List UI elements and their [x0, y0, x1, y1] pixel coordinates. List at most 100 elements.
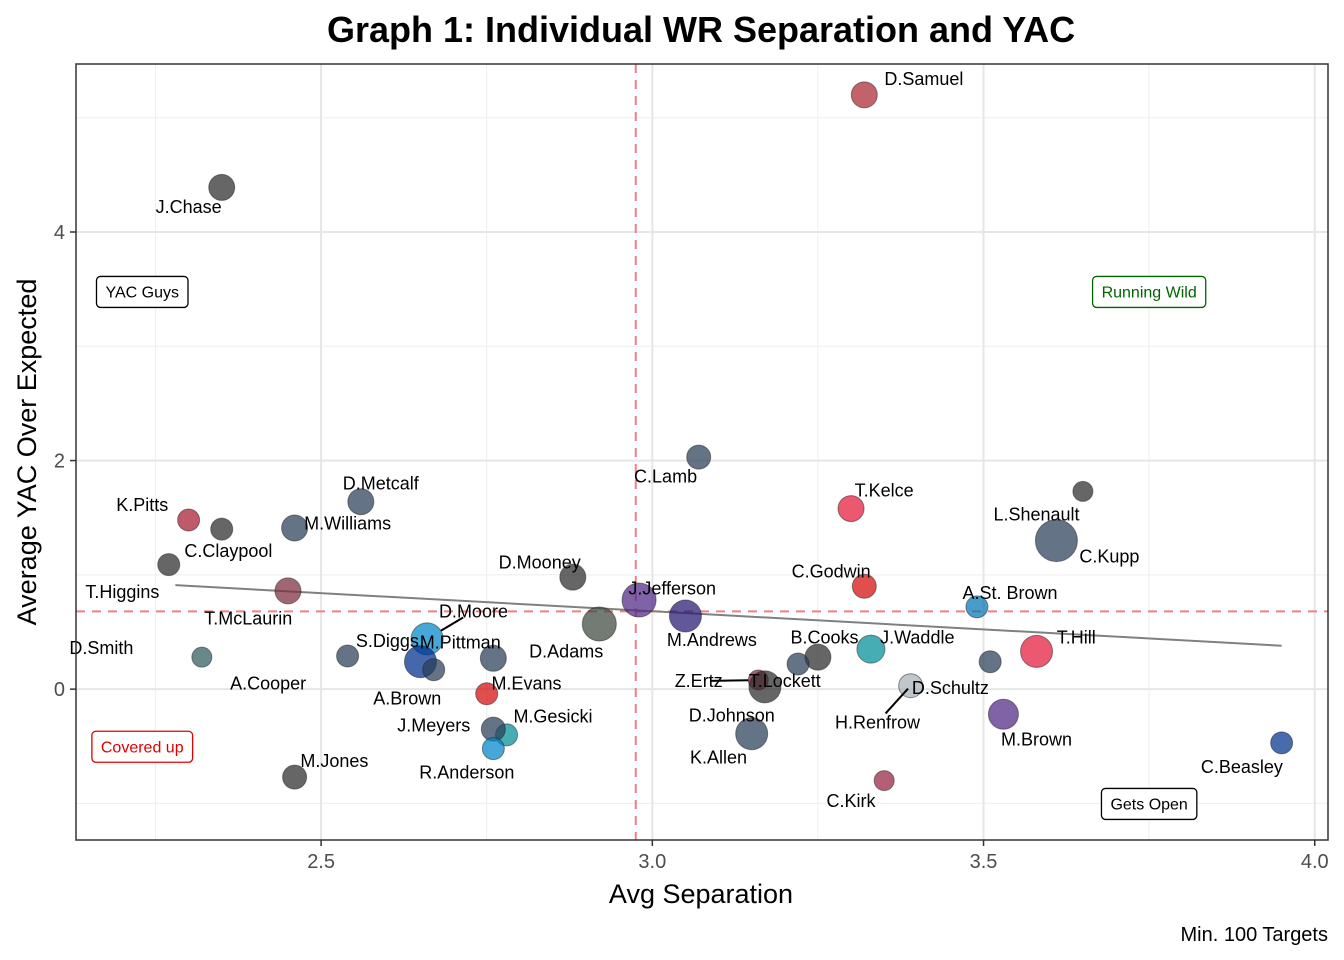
point-label: C.Kupp [1079, 547, 1139, 567]
data-point [668, 599, 702, 633]
point-label: M.Brown [1001, 729, 1072, 749]
quadrant-label-box [1100, 787, 1198, 821]
point-label: T.Higgins [85, 582, 159, 602]
point-label: M.Williams [304, 513, 391, 533]
point-label: D.Adams [529, 641, 603, 661]
point-label: M.Pittman [420, 632, 501, 652]
quadrant-label: Running Wild [1102, 284, 1197, 301]
data-point [686, 444, 712, 470]
quadrant-label: YAC Guys [105, 284, 179, 301]
quadrant-label: Gets Open [1110, 796, 1187, 813]
point-label: M.Evans [491, 673, 561, 693]
point-label: C.Kirk [827, 791, 877, 811]
data-point [479, 644, 507, 672]
data-point [850, 81, 878, 109]
x-tick-label: 3.5 [970, 851, 998, 873]
point-label: T.Kelce [855, 480, 914, 500]
point-label: D.Metcalf [343, 473, 420, 493]
quadrant-label-box [95, 275, 189, 309]
data-point [856, 634, 886, 664]
point-label: D.Schultz [912, 678, 989, 698]
point-label: C.Beasley [1201, 757, 1283, 777]
data-point [748, 670, 782, 704]
y-tick-label: 0 [54, 679, 65, 701]
quadrant-label: Covered up [101, 739, 184, 756]
point-label: D.Samuel [884, 69, 963, 89]
trend-line [175, 584, 1282, 647]
data-point [735, 717, 769, 751]
y-axis-title: Average YAC Over Expected [12, 279, 42, 626]
y-tick-label: 2 [54, 451, 65, 473]
x-axis-title: Avg Separation [609, 879, 793, 909]
label-leader-line [884, 688, 909, 715]
label-leader-line [710, 679, 749, 682]
plot-border [75, 63, 1329, 841]
point-label: R.Anderson [419, 763, 514, 783]
data-point [281, 514, 309, 542]
point-label: M.Jones [300, 751, 368, 771]
data-point [1020, 634, 1054, 668]
point-label: J.Meyers [397, 716, 470, 736]
point-label: A.Cooper [230, 673, 306, 693]
point-label: S.Diggs [356, 631, 419, 651]
label-leader-line [440, 616, 464, 632]
point-label: L.Shenault [993, 504, 1079, 524]
point-label: D.Smith [69, 638, 133, 658]
data-point [347, 488, 375, 516]
data-point [157, 553, 181, 577]
point-label: K.Allen [690, 748, 747, 768]
point-label: D.Johnson [689, 705, 775, 725]
point-label: J.Chase [156, 197, 222, 217]
data-point [1270, 731, 1294, 755]
point-label: J.Waddle [880, 628, 954, 648]
quadrant-label-box [91, 730, 194, 763]
point-label: C.Lamb [634, 467, 697, 487]
data-point [873, 770, 895, 792]
y-tick-label: 4 [54, 222, 65, 244]
point-label: J.Jefferson [628, 579, 716, 599]
point-label: D.Moore [439, 601, 508, 621]
point-label: C.Claypool [184, 541, 272, 561]
data-point [987, 698, 1019, 730]
data-point [274, 577, 302, 605]
point-label: H.Renfrow [835, 712, 921, 732]
data-point [177, 508, 201, 532]
x-tick-label: 2.5 [307, 851, 335, 873]
data-point [965, 595, 989, 619]
data-point [210, 517, 234, 541]
x-tick-label: 3.0 [638, 851, 666, 873]
data-point [621, 582, 657, 618]
x-tick-label: 4.0 [1301, 851, 1329, 873]
data-point [481, 737, 505, 761]
point-label: M.Andrews [667, 630, 757, 650]
data-point [475, 682, 499, 706]
chart-title: Graph 1: Individual WR Separation and YA… [327, 9, 1075, 50]
data-point [581, 606, 617, 642]
data-point [978, 650, 1002, 674]
point-label: C.Godwin [792, 561, 871, 581]
data-point [786, 652, 810, 676]
point-label: A.Brown [373, 688, 441, 708]
plot-area: D.Samuel J.Chase C.Lamb T.Kelce L.Shenault C.… [54, 63, 1329, 873]
point-label: A.St. Brown [963, 583, 1058, 603]
point-label: T.Lockett [749, 671, 821, 691]
point-label: M.Gesicki [513, 707, 592, 727]
point-label: B.Cooks [791, 628, 859, 648]
point-label: K.Pitts [116, 495, 168, 515]
data-point [208, 173, 236, 201]
chart-caption: Min. 100 Targets [1181, 924, 1329, 946]
data-point [191, 646, 213, 668]
point-label: Z.Ertz [675, 671, 723, 691]
data-point [422, 658, 446, 682]
data-point [837, 495, 865, 523]
point-label: T.Hill [1057, 628, 1096, 648]
data-point [1072, 480, 1094, 502]
point-label: T.McLaurin [204, 608, 292, 628]
data-point [336, 644, 360, 668]
data-point [1034, 519, 1078, 563]
quadrant-label-box [1091, 275, 1207, 309]
data-point [282, 764, 308, 790]
data-point [559, 563, 587, 591]
point-label: D.Mooney [499, 552, 581, 572]
